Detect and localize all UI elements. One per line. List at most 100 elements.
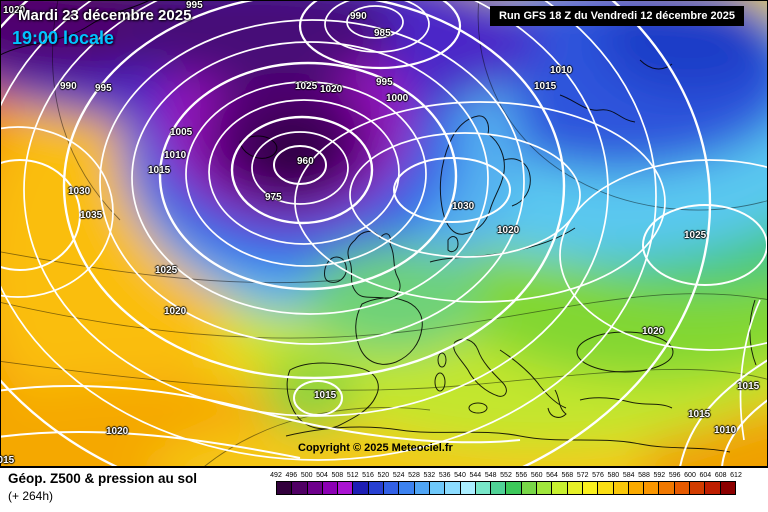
legend-color-cell [459,482,475,494]
legend-value: 544 [469,472,482,479]
legend-value: 608 [714,472,727,479]
title-block: Géop. Z500 & pression au sol (+ 264h) [8,471,197,503]
legend-value: 524 [392,472,405,479]
pressure-label: 1000 [386,93,409,104]
run-info-box: Run GFS 18 Z du Vendredi 12 décembre 202… [490,6,744,26]
legend-value: 520 [377,472,390,479]
footer-bar: Géop. Z500 & pression au sol (+ 264h) 49… [0,467,768,512]
pressure-label: 1020 [106,426,129,437]
legend-color-cell [383,482,399,494]
legend-value: 532 [423,472,436,479]
legend-value: 596 [668,472,681,479]
legend-color-cell [643,482,659,494]
pressure-label: 995 [376,77,393,88]
legend-color-cell [321,482,338,494]
color-scale-legend: 492 496 500 504 508 512 516 520 524 528 532 536 540 5… [270,471,742,495]
isobar-contours [0,0,768,467]
legend-color-cell [612,482,628,494]
legend-value: 512 [346,472,359,479]
pressure-label: 1010 [714,425,737,436]
pressure-label: 1015 [148,165,171,176]
legend-color-cell [551,482,567,494]
legend-value: 588 [638,472,650,479]
legend-colorbar [276,481,736,495]
legend-color-cell [352,482,368,494]
legend-color-cell [367,482,384,494]
legend-value: 548 [484,472,497,479]
legend-color-cell [658,482,674,494]
legend-value: 576 [592,472,604,479]
pressure-label: 1025 [684,230,707,241]
legend-color-cell [505,482,521,494]
legend-value: 564 [546,472,558,479]
legend-color-cell [536,482,552,494]
legend-color-cell [337,482,353,494]
pressure-label: 1020 [497,225,520,236]
legend-color-cell [597,482,613,494]
legend-value: 580 [607,472,620,479]
legend-color-cell [428,482,445,494]
legend-color-cell [291,482,307,494]
legend-value: 572 [576,472,589,479]
legend-value: 592 [653,472,666,479]
pressure-label: 995 [95,83,112,94]
legend-value: 568 [561,472,574,479]
pressure-label: 1015 [688,409,711,420]
legend-color-cell [627,482,644,494]
pressure-label: 995 [186,0,203,11]
legend-value: 552 [500,472,512,479]
legend-value: 504 [316,472,328,479]
legend-color-cell [490,482,506,494]
pressure-label: 1015 [0,455,15,466]
pressure-label: 975 [265,192,282,203]
legend-value: 536 [438,472,451,479]
map-product-title: Géop. Z500 & pression au sol [8,471,198,486]
legend-value: 492 [270,472,282,479]
legend-color-cell [444,482,460,494]
pressure-label: 1025 [295,81,318,92]
pressure-label: 985 [374,28,391,39]
pressure-label: 1030 [452,201,475,212]
pressure-label: 960 [297,156,314,167]
legend-value: 500 [300,472,313,479]
pressure-label: 1005 [170,127,193,138]
legend-color-cell [581,482,598,494]
legend-value: 540 [454,472,466,479]
legend-value: 556 [515,472,528,479]
legend-color-cell [398,482,414,494]
height-contours [0,0,768,467]
legend-color-cell [520,482,537,494]
forecast-date: Mardi 23 décembre 2025 [18,7,192,24]
legend-color-cell [689,482,705,494]
pressure-label: 1020 [320,84,343,95]
legend-color-cell [306,482,322,494]
legend-value: 516 [362,472,374,479]
legend-color-cell [704,482,720,494]
pressure-label: 990 [60,81,77,92]
legend-value: 584 [622,472,635,479]
copyright-text: Copyright © 2025 Meteociel.fr [298,442,453,454]
legend-value: 612 [730,472,742,479]
pressure-label: 1010 [164,150,187,161]
pressure-label: 1010 [550,65,573,76]
legend-value: 604 [699,472,712,479]
pressure-label: 1020 [642,326,665,337]
legend-color-cell [673,482,690,494]
legend-color-cell [413,482,429,494]
pressure-label: 1035 [80,210,103,221]
forecast-time-local: 19:00 locale [12,28,115,48]
legend-color-cell [719,482,735,494]
pressure-label: 990 [350,11,367,22]
legend-value: 560 [530,472,543,479]
legend-value: 508 [331,472,344,479]
legend-color-cell [474,482,491,494]
legend-value: 528 [408,472,420,479]
legend-value: 496 [285,472,298,479]
pressure-label: 1015 [534,81,557,92]
weather-field-svg [0,0,768,467]
legend-value: 600 [684,472,696,479]
legend-values: 492 496 500 504 508 512 516 520 524 528 532 536 540 5… [270,471,742,480]
legend-color-cell [566,482,582,494]
map-area: 1020 995 990 985 990 995 1025 1020 995 1000 1010 10… [0,0,768,467]
